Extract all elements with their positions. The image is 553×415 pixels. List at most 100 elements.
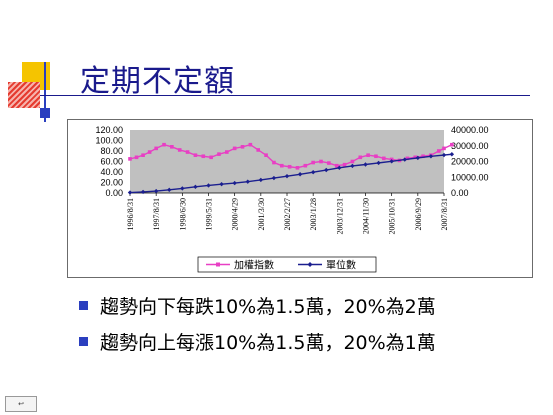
x-tick-label: 1999/5/31 <box>205 198 214 230</box>
data-point <box>180 186 185 191</box>
y-left-tick-label: 100.00 <box>95 136 123 146</box>
data-point <box>303 163 308 168</box>
data-point <box>350 159 355 164</box>
data-point <box>311 160 315 165</box>
legend-label: 單位數 <box>326 259 356 272</box>
data-point <box>232 180 237 186</box>
data-point <box>310 170 316 175</box>
data-point <box>295 166 300 170</box>
data-point <box>256 148 261 152</box>
data-point <box>441 152 447 158</box>
y-right-tick-label: 0.00 <box>451 188 469 198</box>
data-point <box>225 150 229 154</box>
bullet-item: 趨勢向上每漲10%為1.5萬，20%為1萬 <box>79 323 436 359</box>
data-point <box>219 181 224 187</box>
x-tick-label: 1997/8/31 <box>152 198 161 230</box>
y-left-tick-label: 120.00 <box>95 125 123 135</box>
data-point <box>206 183 211 188</box>
data-point <box>324 167 329 173</box>
y-right-tick-label: 20000.00 <box>451 157 489 167</box>
x-tick-label: 2002/2/27 <box>283 198 292 230</box>
data-point <box>193 184 198 190</box>
data-point <box>170 145 174 149</box>
data-point <box>405 156 410 161</box>
data-point <box>421 154 425 159</box>
data-point <box>337 165 342 170</box>
x-tick-label: 2007/8/31 <box>440 198 449 230</box>
data-point <box>450 142 454 147</box>
data-point <box>272 160 276 165</box>
y-left-tick-label: 80.00 <box>100 146 123 156</box>
bullet-text-down: 趨勢向下每跌10%為1.5萬，20%為2萬 <box>100 295 436 318</box>
x-tick-label: 2005/10/31 <box>388 198 397 234</box>
legend-label: 加權指數 <box>234 259 274 272</box>
combo-line-chart: 120.00100.0080.0060.0040.0020.000.004000… <box>95 125 489 273</box>
title-divider <box>40 95 530 96</box>
data-point <box>287 164 292 169</box>
data-point <box>271 175 277 181</box>
x-tick-label: 1996/8/31 <box>126 198 135 230</box>
bullet-text-up: 趨勢向上每漲10%為1.5萬，20%為1萬 <box>100 331 436 354</box>
deco-blue-small-square <box>40 108 50 118</box>
x-tick-label: 2001/3/30 <box>257 198 266 230</box>
plot-area <box>130 130 444 193</box>
data-point <box>376 160 381 166</box>
data-point <box>449 152 455 157</box>
data-point <box>128 157 132 161</box>
data-point <box>366 153 370 157</box>
data-point <box>374 154 378 159</box>
slide-nav-button[interactable]: ↩ <box>5 396 37 412</box>
data-point <box>327 161 331 165</box>
data-point <box>279 163 284 168</box>
x-tick-label: 2000/4/29 <box>231 198 240 230</box>
legend-box <box>197 256 377 273</box>
data-point <box>154 146 158 151</box>
slide-title: 定期不定額 <box>80 64 235 99</box>
x-tick-label: 2003/12/31 <box>335 198 344 234</box>
y-left-tick-label: 0.00 <box>105 188 123 198</box>
data-point <box>185 150 190 154</box>
legend-marker <box>216 262 220 267</box>
bullet-square-icon <box>79 300 88 310</box>
data-point <box>162 142 166 147</box>
data-point <box>358 155 363 160</box>
y-left-tick-label: 40.00 <box>100 167 123 177</box>
y-right-tick-label: 30000.00 <box>451 141 489 151</box>
data-point <box>217 152 221 156</box>
data-point <box>134 155 139 160</box>
data-point <box>127 190 133 195</box>
data-point <box>248 142 253 147</box>
x-tick-label: 2003/1/28 <box>309 198 318 230</box>
return-icon: ↩ <box>18 400 24 408</box>
y-right-tick-label: 10000.00 <box>451 172 489 182</box>
bullet-list: 趨勢向下每跌10%為1.5萬，20%為2萬 趨勢向上每漲10%為1.5萬，20%… <box>79 287 436 359</box>
deco-red-square <box>8 82 40 108</box>
data-point <box>201 154 206 159</box>
bullet-square-icon <box>79 336 88 346</box>
legend-marker <box>307 262 313 267</box>
y-right-tick-label: 40000.00 <box>451 125 489 135</box>
data-point <box>319 159 323 164</box>
data-point <box>177 148 182 152</box>
data-point <box>382 156 386 161</box>
series-line-units <box>129 153 452 194</box>
data-point <box>232 146 237 151</box>
data-point <box>209 155 213 160</box>
bullet-item: 趨勢向下每跌10%為1.5萬，20%為2萬 <box>79 287 436 323</box>
data-point <box>436 149 441 153</box>
chart-frame: 120.00 100.00 80.00 60.00 40.00 20.00 0.00 4000… <box>67 119 533 278</box>
data-point <box>402 157 407 162</box>
x-tick-label: 2006/9/29 <box>414 198 423 230</box>
data-point <box>193 153 198 157</box>
y-left-tick-label: 60.00 <box>100 157 123 167</box>
data-point <box>363 162 368 167</box>
data-point <box>350 163 355 169</box>
data-point <box>442 146 446 151</box>
x-tick-label: 2004/11/30 <box>362 198 371 234</box>
x-tick-label: 1998/6/30 <box>178 198 187 230</box>
data-point <box>245 179 250 184</box>
deco-blue-vertical-line <box>44 62 46 122</box>
y-left-tick-label: 20.00 <box>100 178 123 188</box>
data-point <box>153 188 159 194</box>
data-point <box>264 153 268 157</box>
